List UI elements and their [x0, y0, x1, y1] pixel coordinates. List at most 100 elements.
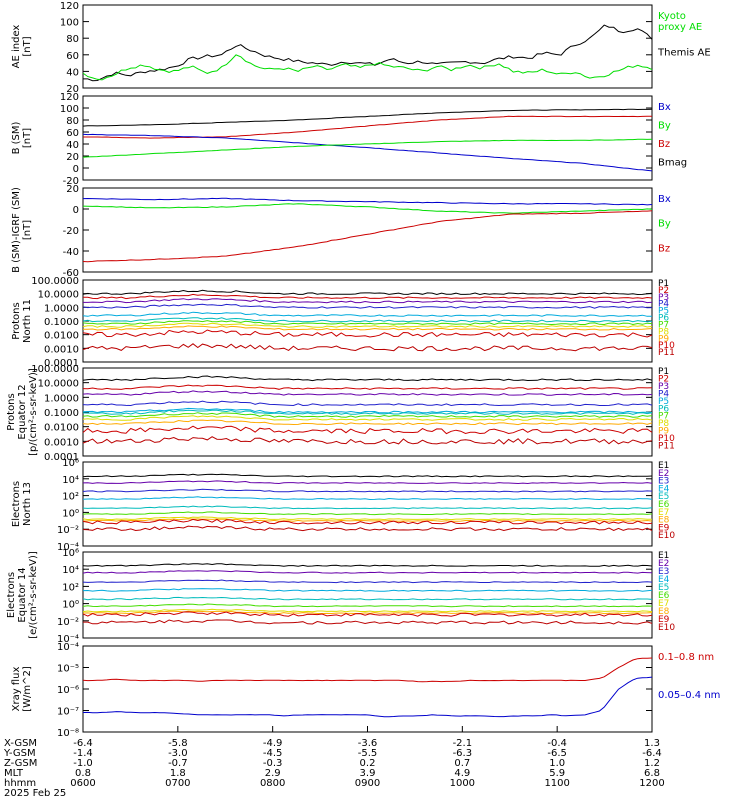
series-line [82, 303, 653, 309]
legend-entry: P4 [658, 300, 669, 310]
legend-entry: P6 [658, 404, 669, 414]
ytick-label: 10⁻⁶ [57, 685, 79, 696]
legend-entry: E9 [658, 615, 670, 625]
ytick-label: -20 [63, 226, 79, 237]
ylabel: B (SM)-IGRF (SM) [11, 187, 22, 273]
ytick-label: 100 [60, 104, 79, 115]
series-line [82, 54, 653, 81]
series-line [82, 322, 653, 328]
legend-entry: P7 [658, 320, 669, 330]
legend-entry: E4 [658, 484, 670, 494]
ylabel: [nT] [22, 220, 33, 240]
series-line [82, 384, 653, 390]
ytick-label: 0.0010 [44, 344, 79, 355]
panel-frame-5 [82, 461, 653, 547]
xaxis-value: 0600 [70, 778, 95, 789]
xaxis-value: 1000 [450, 778, 475, 789]
ylabel: [nT] [22, 36, 33, 56]
ylabel: [W/m^2] [22, 666, 33, 712]
series-line [82, 289, 653, 296]
ytick-label: 10⁻⁸ [57, 728, 79, 739]
xaxis-value: 6.8 [644, 768, 660, 779]
ytick-label: 80 [66, 34, 79, 45]
xaxis-value: 1.2 [644, 758, 660, 769]
xaxis-value: -5.5 [358, 748, 378, 759]
ytick-label: 10⁻² [57, 525, 79, 536]
legend-entry: 0.1–0.8 nm [658, 652, 714, 663]
xaxis-value: 5.9 [549, 768, 565, 779]
series-line [82, 133, 653, 172]
ytick-label: 10⁶ [62, 548, 79, 559]
xaxis-value: 1.8 [170, 768, 186, 779]
ytick-label: 100 [60, 18, 79, 29]
xaxis-value: -0.7 [168, 758, 188, 769]
ytick-label: 10² [62, 492, 79, 503]
xaxis-value: 0.8 [75, 768, 91, 779]
ytick-label: 10⁻⁴ [57, 634, 79, 645]
xaxis-value: -3.6 [358, 738, 378, 749]
date-label: 2025 Feb 25 [4, 788, 66, 799]
ytick-label: 10⁻⁴ [57, 542, 79, 553]
legend-entry: E2 [658, 559, 669, 569]
xaxis-row-name: X-GSM [4, 738, 37, 749]
series-line [82, 197, 653, 206]
xaxis-value: 3.9 [360, 768, 376, 779]
series-line [82, 518, 653, 525]
ytick-label: 20 [66, 152, 79, 163]
ytick-label: 10⁻⁷ [57, 707, 79, 718]
xaxis-value: 1100 [544, 778, 569, 789]
legend-entry: E10 [658, 531, 675, 541]
series-line [82, 343, 653, 352]
series-line [82, 210, 653, 263]
xaxis-value: 1.0 [549, 758, 565, 769]
legend-entry: P10 [658, 341, 675, 351]
xaxis-value: -4.9 [263, 738, 283, 749]
legend-entry: E1 [658, 551, 669, 561]
series-line [82, 436, 653, 445]
ylabel: Protons [6, 393, 17, 430]
ytick-label: 10⁻⁵ [57, 664, 79, 675]
series-line [83, 619, 653, 625]
legend-entry: Themis AE [657, 48, 711, 59]
xaxis-value: -0.4 [547, 738, 567, 749]
legend-entry: P5 [658, 307, 669, 317]
series-line [82, 317, 653, 323]
series-line [82, 320, 653, 326]
ylabel: Equator 12 [17, 384, 28, 439]
xaxis-value: -2.1 [453, 738, 473, 749]
xaxis-value: 0900 [355, 778, 380, 789]
legend-entry: P4 [658, 389, 669, 399]
xaxis-value: -6.4 [73, 738, 93, 749]
xaxis-value: 0.7 [454, 758, 470, 769]
ytick-label: 10⁴ [62, 475, 79, 486]
legend-entry: E9 [658, 523, 670, 533]
series-line [82, 390, 653, 396]
ytick-label: 0 [73, 164, 79, 175]
ytick-label: 80 [66, 116, 79, 127]
legend-entry: E3 [658, 567, 669, 577]
xaxis-value: -1.4 [73, 748, 93, 759]
ytick-label: 20 [66, 84, 79, 95]
ytick-label: 0.0100 [44, 331, 79, 342]
ylabel: [nT] [22, 128, 33, 148]
series-line [82, 325, 653, 331]
series-line [82, 570, 653, 574]
legend-entry: P2 [658, 374, 669, 384]
series-line [82, 511, 653, 516]
legend-entry: E4 [658, 575, 670, 585]
legend-entry: E6 [658, 500, 670, 510]
xaxis-value: 0800 [260, 778, 285, 789]
ylabel: North 11 [22, 299, 33, 343]
xaxis-value: -0.3 [263, 758, 283, 769]
ylabel: Electrons [6, 572, 17, 618]
xaxis-value: 0700 [165, 778, 190, 789]
ytick-label: -20 [63, 176, 79, 187]
legend-entry: Bx [658, 194, 671, 205]
ytick-label: 40 [66, 140, 79, 151]
ylabel: [p/(cm²-s-sr-keV)] [28, 368, 39, 456]
xaxis-value: -6.4 [642, 748, 662, 759]
series-line [82, 108, 653, 127]
xaxis-row-name: hhmm [4, 778, 36, 789]
panel-frame-7 [82, 645, 653, 733]
